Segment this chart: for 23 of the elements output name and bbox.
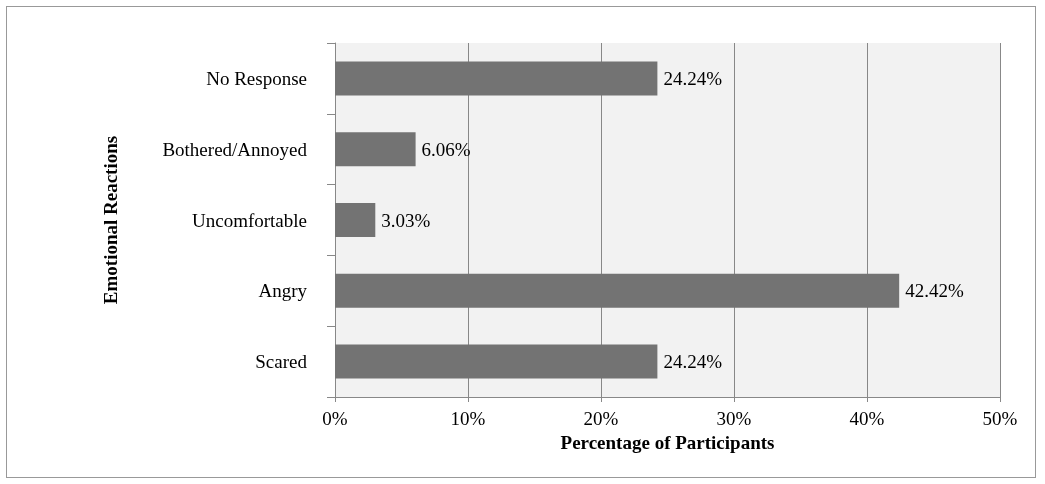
x-tick-label: 50% bbox=[982, 408, 1018, 429]
y-axis-title: Emotional Reactions bbox=[100, 135, 121, 305]
data-label: 6.06% bbox=[421, 138, 471, 160]
x-tick-label: 20% bbox=[583, 408, 619, 429]
y-tick-label: Uncomfortable bbox=[191, 209, 307, 231]
x-axis-title: Percentage of Participants bbox=[560, 431, 775, 453]
bar bbox=[335, 132, 416, 167]
bar bbox=[335, 273, 900, 308]
x-tick-label: 10% bbox=[450, 408, 486, 429]
bar bbox=[335, 344, 658, 379]
x-tick-label: 30% bbox=[716, 408, 752, 429]
data-label: 42.42% bbox=[905, 280, 964, 302]
y-tick-label: Scared bbox=[255, 351, 308, 373]
y-tick-label: No Response bbox=[206, 67, 307, 89]
data-label: 24.24% bbox=[663, 67, 723, 89]
data-label: 3.03% bbox=[381, 209, 431, 231]
x-tick-label: 40% bbox=[849, 408, 885, 429]
y-tick-label: Bothered/Annoyed bbox=[162, 138, 308, 160]
x-tick-label: 0% bbox=[322, 408, 348, 429]
y-tick-label: Angry bbox=[258, 280, 308, 302]
data-label: 24.24% bbox=[663, 351, 723, 373]
bar bbox=[335, 203, 376, 237]
bar bbox=[335, 61, 658, 96]
